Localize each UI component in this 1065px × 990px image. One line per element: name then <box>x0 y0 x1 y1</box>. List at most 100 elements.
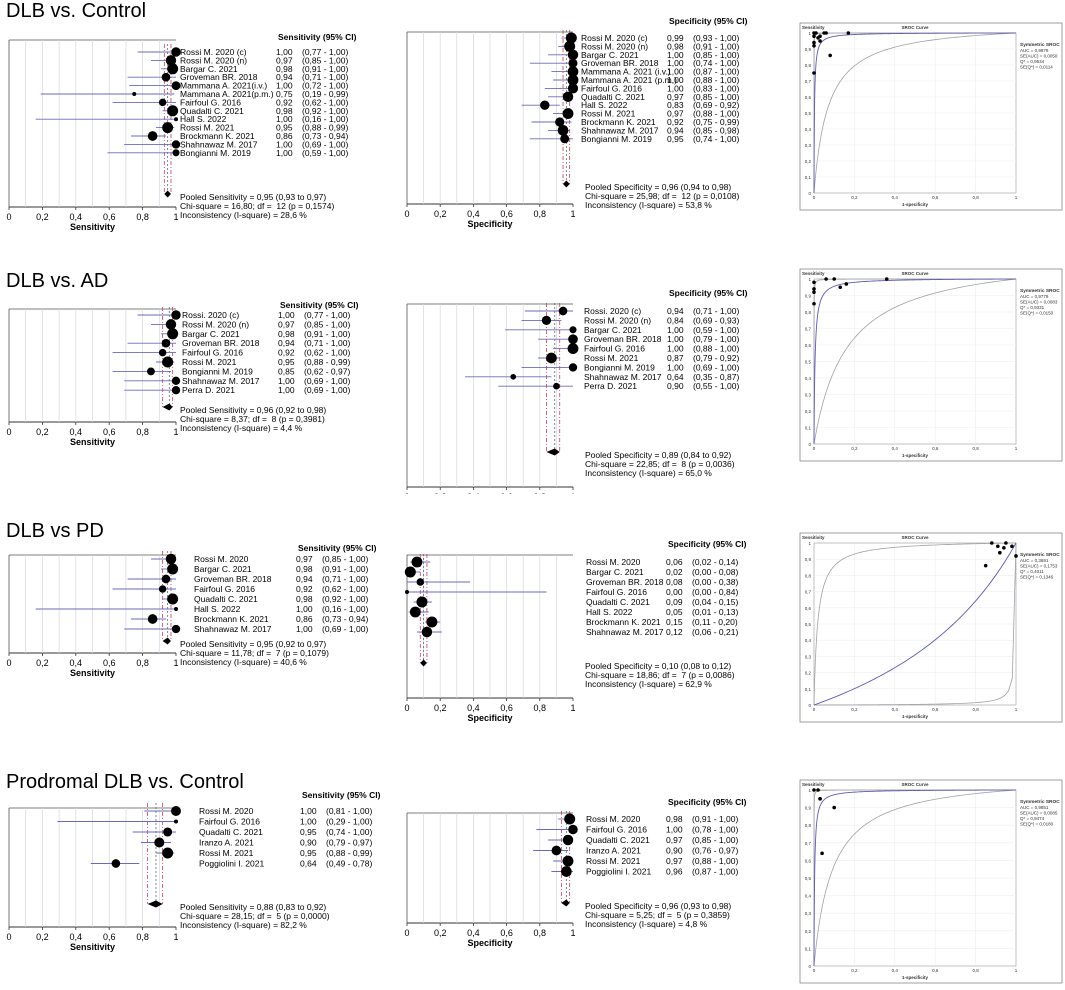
sec3-specificity-study-ci: 0,90 (0,76 - 0,97) <box>666 846 738 856</box>
sec0-specificity-study-name: Fairfoul G. 2016 <box>581 83 642 93</box>
sec1-sroc-study-point <box>838 285 843 290</box>
sec2-sensitivity-study-ci: 0,97 (0,85 - 1,00) <box>296 554 368 564</box>
sec0-specificity-study-name: Mammana A. 2021 (i.v.) <box>581 67 671 77</box>
sec1-sroc-x-tick-label: 0,8 <box>972 446 979 451</box>
sec2-sroc-study-point <box>996 544 1000 549</box>
sec1-sroc-y-tick-label: 0,9 <box>805 294 812 299</box>
sec2-specificity-tick-label: 0,8 <box>534 703 547 713</box>
sec1-sensitivity-study-ci: 0,98 (0,91 - 1,00) <box>278 329 350 339</box>
sec1-sensitivity-tick-label: 0 <box>6 427 11 437</box>
sec0-sensitivity-study-name: Groveman BR. 2018 <box>180 72 258 82</box>
sec2-specificity-study-ci: 0,12 (0,06 - 0,21) <box>666 627 738 637</box>
sec2-sroc-ci-curve-lower <box>814 542 1017 706</box>
sec3-specificity-study-ci: 1,00 (0,78 - 1,00) <box>666 825 738 835</box>
sec1-sensitivity-study-name: Fairfoul G. 2016 <box>182 348 243 358</box>
sec0-specificity-study-ci: 1,00 (0,88 - 1,00) <box>667 75 739 85</box>
sec0-specificity-study-name: Rossi M. 2020 (c) <box>581 33 648 43</box>
sec2-sroc-y-tick-label: 0,5 <box>805 622 812 627</box>
sec1-sroc-legend-title: Symmetric SROC <box>1020 288 1060 294</box>
sec2-sroc-study-point <box>983 563 988 568</box>
sec3-sensitivity-study-ci: 0,95 (0,74 - 1,00) <box>300 827 372 837</box>
sec2-sensitivity-point-estimate <box>158 585 167 593</box>
sec1-specificity-study-ci: 1,00 (0,59 - 1,00) <box>667 325 739 335</box>
sec0-sensitivity-study-name: Rossi M. 2021 <box>180 123 235 133</box>
sec0-sroc-x-tick-label: 0,4 <box>892 195 899 200</box>
sec0-sensitivity-point-estimate <box>174 117 178 122</box>
sec1-sensitivity-tick-label: 0,8 <box>136 427 149 437</box>
sec3-specificity-axis-label: Specificity <box>467 938 512 948</box>
sec0-sensitivity-point-estimate <box>165 55 177 66</box>
sec0-specificity-point-estimate <box>568 58 578 68</box>
sec0-sensitivity-study-name: Shahnawaz M. 2017 <box>180 139 258 149</box>
sec2-sroc-y-tick-label: 0,6 <box>805 606 812 611</box>
sec1-sensitivity-pooled-diamond <box>162 403 173 411</box>
sec3-specificity-study-ci: 0,98 (0,91 - 1,00) <box>666 814 738 824</box>
sec3-sensitivity-point-estimate <box>163 827 173 837</box>
sec2-specificity-study-name: Fairfoul G. 2016 <box>586 587 647 597</box>
sec3-specificity-point-estimate <box>562 834 574 846</box>
sec1-sensitivity-chi-text: Chi-square = 8,37; df = 8 (p = 0,3981) <box>180 414 325 424</box>
sec0-specificity-study-name: Rossi M. 2020 (n) <box>581 41 648 51</box>
sec3-sroc-x-tick-label: 1 <box>1015 968 1018 973</box>
sec0-sroc-legend-line: SE(AUC) = 0,0050 <box>1020 54 1058 59</box>
sec1-sensitivity-point-estimate <box>158 348 167 357</box>
sec1-specificity-point-estimate <box>568 334 578 345</box>
sec1-sensitivity-study-name: Rossi M. 2021 <box>182 357 237 367</box>
sec2-sensitivity-tick-label: 0,4 <box>70 658 83 668</box>
sec1-sensitivity-point-estimate <box>171 310 181 320</box>
sec3-sensitivity-inconsistency-text: Inconsistency (I-square) = 82,2 % <box>180 920 307 930</box>
sec0-sroc-study-point <box>822 31 826 35</box>
sec0-sroc-study-point <box>812 71 816 75</box>
sec2-sroc-study-point <box>1014 554 1018 558</box>
sec0-specificity-study-name: Groveman BR. 2018 <box>581 58 659 68</box>
sec1-specificity-chi-text: Chi-square = 22,85; df = 8 (p = 0,0036) <box>585 459 735 469</box>
sec1-specificity-study-ci: 0,94 (0,71 - 1,00) <box>667 306 739 316</box>
sec1-sensitivity-study-name: Groveman BR. 2018 <box>182 338 260 348</box>
sec0-sensitivity-study-name: Mammana A. 2021(i.v.) <box>180 81 267 91</box>
sec3-sensitivity-study-name: Rossi M. 2020 <box>199 806 254 816</box>
sec3-sensitivity-tick-label: 0,8 <box>136 932 149 942</box>
sec0-sensitivity-study-ci: 1,00 (0,69 - 1,00) <box>276 139 348 149</box>
sec1-sroc-legend-line: Q* = 0,9331 <box>1020 305 1045 310</box>
sec0-sroc-ci-curve-lower <box>813 32 1017 194</box>
sec0-sroc-y-tick-label: 0,7 <box>805 79 812 84</box>
sec0-sensitivity-point-estimate <box>167 105 179 117</box>
sec2-sensitivity-study-name: Rossi M. 2020 <box>194 554 249 564</box>
sec0-sroc-sroc-curve <box>813 32 1017 194</box>
sec0-specificity-study-name: Bongianni M. 2019 <box>581 134 652 144</box>
sec2-sroc-legend-line: AUC = 0,3691 <box>1020 558 1049 563</box>
sec2-specificity-point-estimate <box>416 578 425 586</box>
sec2-sroc-y-tick-label: 0,1 <box>805 687 812 692</box>
sec1-sroc-xlabel: 1-specificity <box>902 453 929 458</box>
sec2-sroc-title: SROC Curve <box>901 535 929 540</box>
sec3-sroc-title: SROC Curve <box>901 782 929 787</box>
sec2-specificity-point-estimate <box>421 626 433 638</box>
sec1-specificity-study-ci: 0,84 (0,69 - 0,93) <box>667 315 739 325</box>
sec0-sensitivity-point-estimate <box>171 81 181 90</box>
sec3-specificity-inconsistency-text: Inconsistency (I-square) = 4,8 % <box>585 919 708 929</box>
sec0-sensitivity-study-ci: 0,75 (0,19 - 0,99) <box>276 89 348 99</box>
sec0-specificity-point-estimate <box>562 108 574 120</box>
sec0-specificity-chi-text: Chi-square = 25,98; df = 12 (p = 0,0108) <box>585 191 739 201</box>
sec0-specificity-study-ci: 0,97 (0,88 - 1,00) <box>667 109 739 119</box>
sec0-sensitivity-study-ci: 0,98 (0,91 - 1,00) <box>276 64 348 74</box>
sec0-sroc-y-tick-label: 1 <box>808 31 811 36</box>
sec0-sensitivity-study-name: Brockmann K. 2021 <box>180 131 255 141</box>
sec2-specificity-study-ci: 0,06 (0,02 - 0,14) <box>666 557 738 567</box>
sec3-sroc-y-tick-label: 0,3 <box>805 911 812 916</box>
sec3-sensitivity-study-name: Fairfoul G. 2016 <box>199 817 260 827</box>
sec0-sroc-x-tick-label: 1 <box>1015 195 1018 200</box>
sec0-sensitivity-tick-label: 0,2 <box>36 212 49 222</box>
sec3-sroc-legend-line: SE(AUC) = 0,0085 <box>1020 811 1058 816</box>
sec2-sensitivity-study-name: Fairfoul G. 2016 <box>194 584 255 594</box>
sec0-sensitivity-point-estimate <box>132 92 137 96</box>
sec0-sroc-study-point <box>846 31 851 35</box>
sec2-specificity-study-ci: 0,15 (0,11 - 0,20) <box>666 617 738 627</box>
sec0-specificity-study-name: Hall S. 2022 <box>581 100 628 110</box>
sec1-sensitivity-point-estimate <box>171 376 181 385</box>
sec1-specificity-study-ci: 1,00 (0,79 - 1,00) <box>667 334 739 344</box>
sec1-sensitivity-study-ci: 1,00 (0,69 - 1,00) <box>278 376 350 386</box>
sec0-sensitivity-study-ci: 0,97 (0,85 - 1,00) <box>276 55 348 65</box>
